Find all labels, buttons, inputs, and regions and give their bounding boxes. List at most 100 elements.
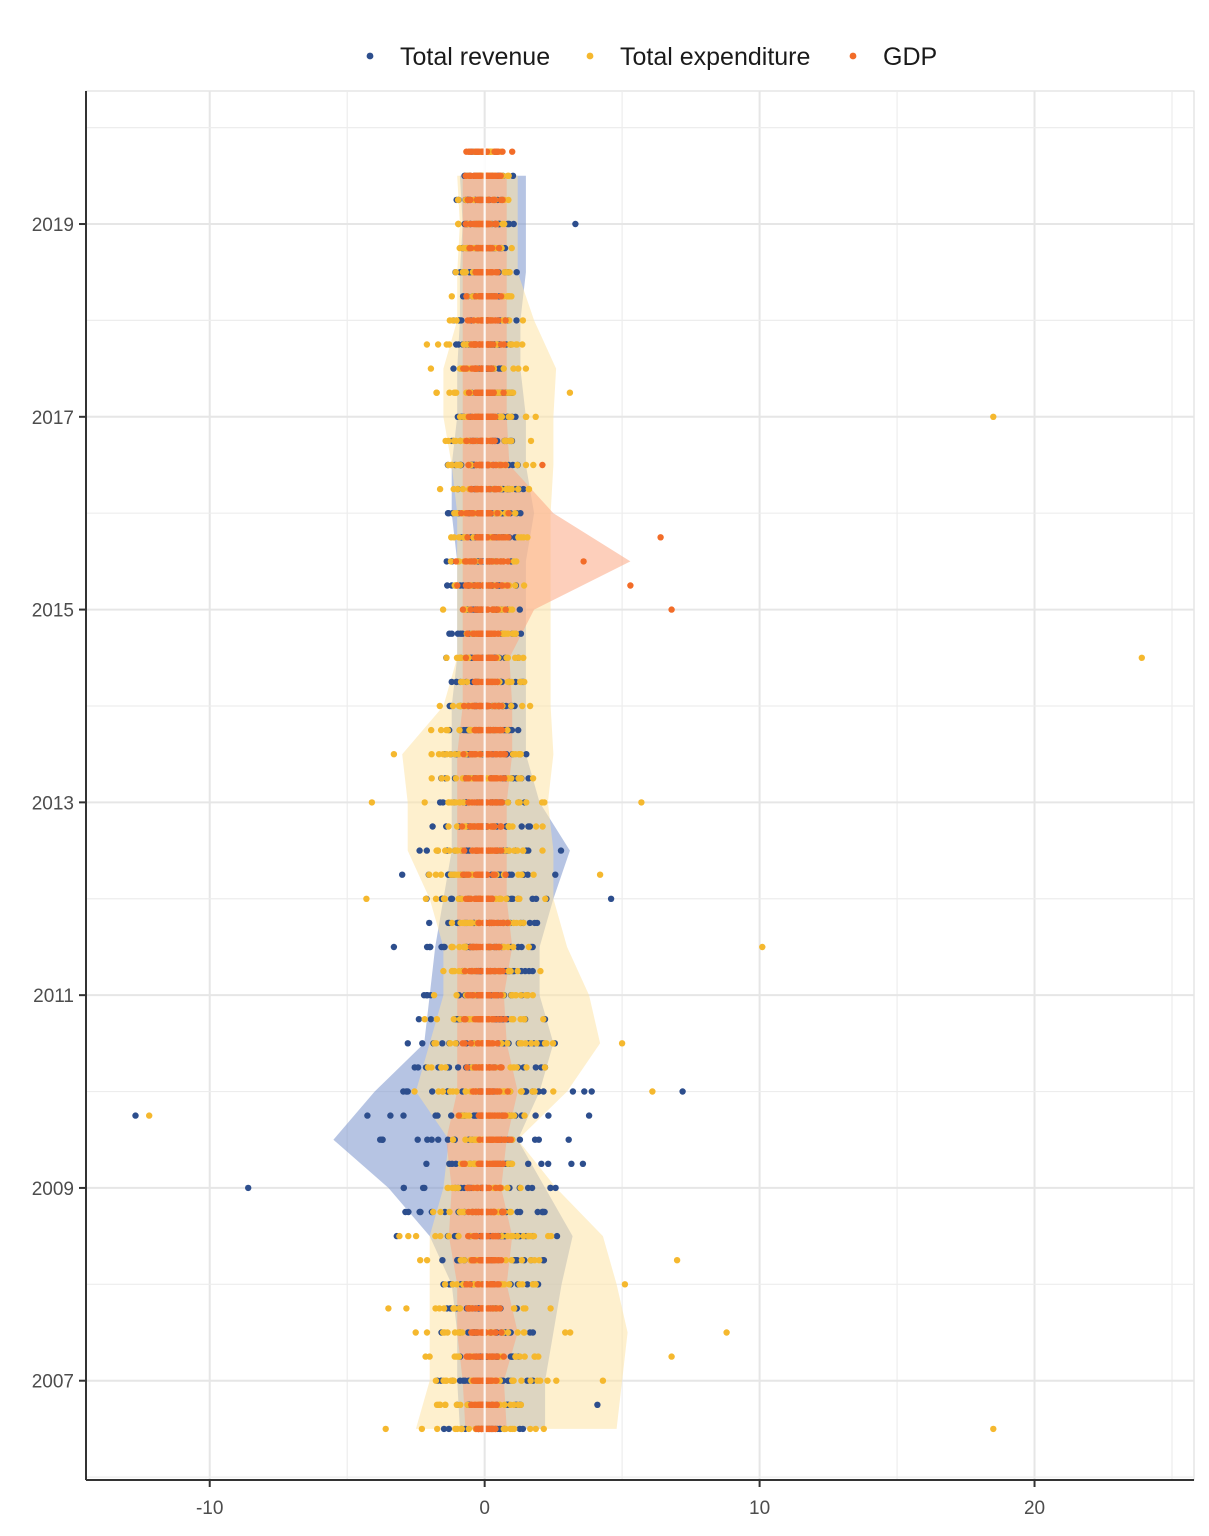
point-total-expenditure: [532, 1425, 539, 1433]
point-total-revenue: [434, 1112, 441, 1119]
point-total-revenue: [518, 823, 525, 830]
point-total-expenditure: [446, 389, 453, 396]
point-total-expenditure: [527, 1377, 534, 1384]
point-gdp: [476, 630, 484, 637]
point-total-expenditure: [445, 461, 452, 469]
point-gdp: [492, 413, 499, 420]
point-total-revenue: [405, 1208, 412, 1216]
point-total-revenue-outlier: [572, 220, 579, 228]
point-total-revenue: [456, 1377, 464, 1384]
point-gdp: [500, 341, 508, 348]
point-gdp: [476, 341, 484, 348]
point-total-expenditure-outlier: [673, 1257, 681, 1264]
point-total-expenditure: [539, 847, 546, 854]
point-gdp: [476, 895, 484, 902]
point-total-expenditure: [508, 702, 515, 710]
point-total-expenditure: [539, 823, 546, 830]
point-total-expenditure: [516, 1353, 524, 1360]
point-gdp-outlier: [627, 582, 634, 589]
point-gdp: [470, 341, 477, 348]
point-total-expenditure: [542, 895, 549, 902]
point-total-expenditure: [523, 1064, 530, 1071]
point-total-expenditure: [519, 317, 527, 324]
point-total-expenditure: [562, 1329, 569, 1336]
point-gdp: [487, 943, 494, 951]
point-total-revenue: [448, 630, 455, 637]
point-gdp: [504, 582, 511, 589]
point-gdp: [474, 654, 481, 661]
point-total-expenditure: [522, 365, 530, 372]
point-total-expenditure: [455, 702, 463, 710]
point-total-expenditure: [421, 1016, 428, 1023]
point-total-expenditure: [440, 895, 448, 902]
point-gdp: [497, 172, 504, 179]
point-total-revenue: [404, 1088, 411, 1095]
point-total-expenditure: [443, 1377, 450, 1384]
point-gdp: [463, 871, 470, 878]
point-gdp: [490, 1160, 497, 1168]
point-gdp: [497, 293, 505, 300]
point-total-revenue: [508, 726, 516, 734]
point-gdp: [472, 1064, 479, 1071]
point-total-expenditure: [544, 1377, 551, 1384]
point-total-revenue: [552, 1184, 559, 1192]
point-total-expenditure: [455, 1232, 462, 1240]
point-gdp: [495, 244, 503, 252]
point-total-expenditure: [506, 293, 513, 300]
point-total-expenditure: [442, 847, 449, 854]
point-total-expenditure: [514, 967, 521, 975]
point-total-expenditure: [517, 992, 525, 999]
point-total-expenditure: [460, 341, 467, 348]
point-gdp: [505, 510, 512, 517]
point-total-revenue: [525, 775, 532, 782]
point-total-expenditure: [514, 1329, 521, 1336]
point-total-expenditure: [455, 967, 463, 975]
point-total-expenditure: [530, 1232, 538, 1240]
point-gdp: [463, 365, 470, 372]
point-total-expenditure: [458, 1208, 466, 1216]
point-total-revenue: [400, 1088, 407, 1095]
point-total-revenue: [419, 1040, 426, 1047]
point-total-revenue: [522, 1088, 530, 1095]
point-total-expenditure: [453, 317, 460, 324]
point-total-expenditure: [540, 1016, 547, 1023]
point-total-expenditure: [456, 726, 463, 734]
point-gdp: [474, 1040, 481, 1047]
point-total-expenditure: [517, 1184, 524, 1192]
point-total-expenditure: [520, 1329, 527, 1336]
point-total-expenditure: [436, 1305, 443, 1312]
point-total-expenditure: [500, 630, 507, 637]
point-total-expenditure: [443, 775, 451, 782]
point-gdp: [475, 1281, 482, 1288]
point-total-expenditure: [521, 1112, 528, 1119]
point-total-expenditure: [520, 582, 528, 589]
point-total-expenditure: [521, 1016, 528, 1023]
point-total-expenditure: [452, 775, 460, 782]
point-total-expenditure: [432, 871, 440, 878]
point-total-expenditure: [529, 775, 537, 782]
point-total-expenditure: [536, 1257, 543, 1264]
point-total-revenue: [448, 895, 456, 902]
point-total-expenditure-outlier: [649, 1088, 656, 1095]
point-total-expenditure: [440, 967, 447, 975]
point-gdp: [484, 992, 491, 999]
point-total-expenditure: [513, 558, 520, 565]
point-total-revenue: [545, 1112, 552, 1119]
point-total-expenditure: [451, 751, 459, 758]
point-total-expenditure: [567, 1329, 574, 1336]
point-gdp: [485, 558, 493, 565]
point-total-revenue: [414, 1136, 421, 1143]
point-total-expenditure: [442, 1064, 449, 1071]
point-gdp: [499, 1160, 507, 1168]
point-total-expenditure: [515, 654, 522, 661]
point-total-expenditure: [457, 654, 464, 661]
point-gdp: [474, 1184, 481, 1192]
point-total-revenue: [441, 943, 448, 951]
point-gdp-outlier: [668, 606, 675, 613]
point-total-expenditure: [514, 799, 522, 806]
point-total-expenditure: [514, 1401, 522, 1409]
point-total-expenditure: [516, 1281, 523, 1288]
point-gdp: [488, 365, 495, 372]
point-gdp: [461, 1040, 468, 1047]
